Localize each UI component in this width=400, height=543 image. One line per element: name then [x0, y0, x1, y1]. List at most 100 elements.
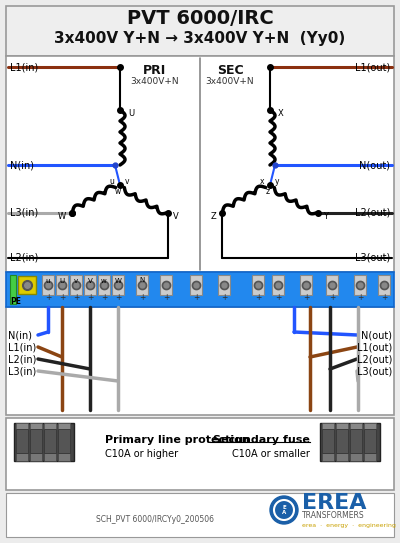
Text: +: + — [357, 294, 363, 302]
Bar — [336, 423, 348, 429]
Bar — [30, 423, 42, 429]
Text: +: + — [221, 294, 227, 302]
Text: +: + — [139, 294, 145, 302]
Text: SCH_PVT 6000/IRCYy0_200506: SCH_PVT 6000/IRCYy0_200506 — [96, 515, 214, 523]
Bar — [336, 453, 348, 461]
Bar — [18, 276, 36, 294]
Text: Z: Z — [211, 212, 216, 221]
Text: V: V — [88, 278, 92, 284]
Text: +: + — [45, 294, 51, 302]
Text: u: u — [109, 176, 114, 186]
Text: W: W — [114, 278, 122, 284]
Text: L2(out): L2(out) — [355, 207, 390, 218]
Text: PVT 6000/IRC: PVT 6000/IRC — [127, 9, 273, 28]
Bar — [136, 275, 148, 295]
Text: L2(in): L2(in) — [10, 253, 38, 263]
Text: W: W — [58, 212, 66, 221]
Bar — [378, 275, 390, 295]
Bar — [6, 6, 394, 56]
Text: L1(out): L1(out) — [355, 62, 390, 72]
Text: w: w — [101, 278, 107, 284]
Text: L3(out): L3(out) — [357, 366, 392, 376]
Bar — [70, 275, 82, 295]
Bar — [44, 423, 56, 429]
Text: N(in): N(in) — [8, 330, 32, 340]
Text: 3x400V+N: 3x400V+N — [206, 78, 254, 86]
Bar — [336, 429, 348, 453]
Text: +: + — [87, 294, 93, 302]
Bar — [16, 423, 28, 429]
Text: z: z — [266, 186, 270, 195]
Bar — [350, 429, 362, 453]
Bar — [160, 275, 172, 295]
Text: PE: PE — [10, 296, 21, 306]
Text: erea  ·  energy  ·  engineering: erea · energy · engineering — [302, 522, 396, 527]
Text: L3(out): L3(out) — [355, 253, 390, 263]
Text: y: y — [275, 176, 280, 186]
Circle shape — [270, 496, 298, 524]
Text: Y: Y — [323, 212, 328, 221]
Text: +: + — [59, 294, 65, 302]
Text: TRANSFORMERS: TRANSFORMERS — [302, 510, 365, 520]
Bar — [14, 423, 74, 461]
Text: 3x400V+N: 3x400V+N — [131, 78, 179, 86]
Text: v: v — [74, 278, 78, 284]
Text: N: N — [139, 277, 145, 283]
Bar — [326, 275, 338, 295]
Text: L3(in): L3(in) — [8, 366, 36, 376]
Text: PRI: PRI — [143, 64, 167, 77]
Bar — [320, 423, 380, 461]
Bar — [322, 423, 334, 429]
Text: Secundary fuse: Secundary fuse — [213, 435, 310, 445]
Text: C10A or higher: C10A or higher — [105, 449, 178, 459]
Text: C10A or smaller: C10A or smaller — [232, 449, 310, 459]
Bar — [190, 275, 202, 295]
Text: L2(in): L2(in) — [8, 354, 36, 364]
Bar — [16, 429, 28, 453]
Bar — [252, 275, 264, 295]
Bar — [6, 56, 394, 272]
Bar — [364, 453, 376, 461]
Bar — [10, 275, 16, 304]
Bar — [112, 275, 124, 295]
Text: +: + — [193, 294, 199, 302]
Text: L3(in): L3(in) — [10, 207, 38, 218]
Bar — [58, 429, 70, 453]
Text: L1(in): L1(in) — [10, 62, 38, 72]
Bar — [98, 275, 110, 295]
Text: +: + — [329, 294, 335, 302]
Bar — [6, 418, 394, 490]
Text: +: + — [73, 294, 79, 302]
Text: x: x — [260, 176, 264, 186]
Bar — [30, 453, 42, 461]
Text: w: w — [115, 186, 121, 195]
Bar — [364, 429, 376, 453]
Bar — [6, 272, 394, 307]
Text: u: u — [46, 278, 50, 284]
Text: +: + — [381, 294, 387, 302]
Text: +: + — [115, 294, 121, 302]
Text: EREA: EREA — [302, 493, 366, 513]
Bar — [58, 453, 70, 461]
Bar — [300, 275, 312, 295]
Bar — [44, 453, 56, 461]
Text: U: U — [60, 278, 64, 284]
Bar — [6, 493, 394, 537]
Text: L2(out): L2(out) — [357, 354, 392, 364]
Bar — [42, 275, 54, 295]
Text: +: + — [275, 294, 281, 302]
Text: V: V — [173, 212, 178, 221]
Bar — [350, 453, 362, 461]
Text: N(in): N(in) — [10, 160, 34, 170]
Bar — [58, 423, 70, 429]
Bar — [56, 275, 68, 295]
Text: L1(in): L1(in) — [8, 342, 36, 352]
Text: +: + — [101, 294, 107, 302]
Text: U: U — [128, 110, 134, 118]
Text: L1(out): L1(out) — [357, 342, 392, 352]
Bar — [30, 429, 42, 453]
Bar — [354, 275, 366, 295]
Text: +: + — [303, 294, 309, 302]
Bar — [16, 453, 28, 461]
Text: 3x400V Y+N → 3x400V Y+N  (Yy0): 3x400V Y+N → 3x400V Y+N (Yy0) — [54, 31, 346, 47]
